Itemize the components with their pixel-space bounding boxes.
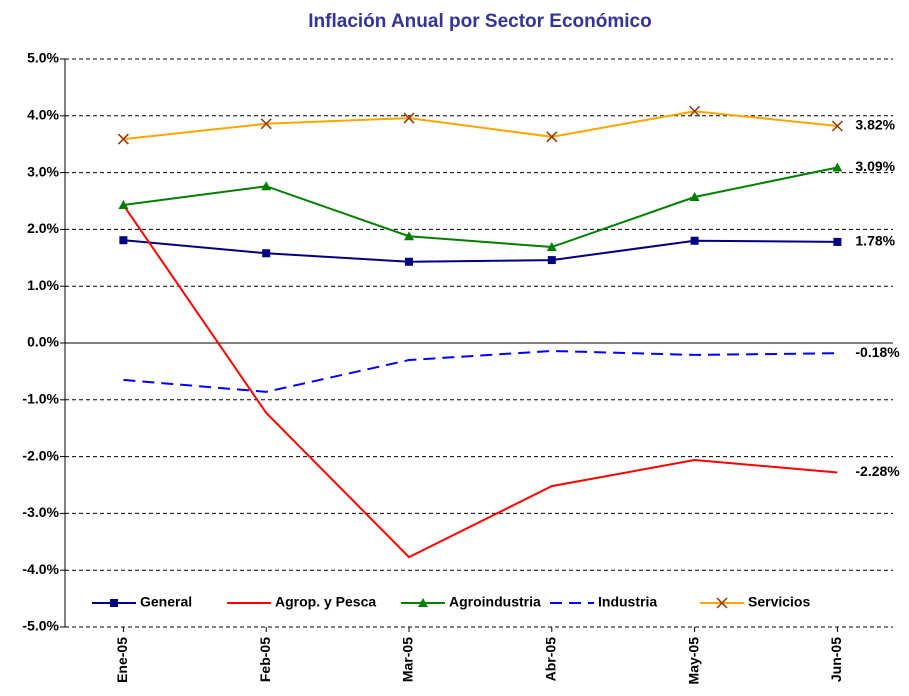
line (123, 110, 838, 141)
data-label: -0.18% (855, 344, 900, 360)
marker (547, 256, 556, 265)
marker (690, 236, 699, 245)
x-tick-label: Feb-05 (257, 637, 273, 682)
series: -0.18% (123, 344, 900, 393)
marker (546, 242, 557, 252)
y-tick-label: 1.0% (27, 277, 59, 293)
marker (117, 133, 129, 145)
x-tick-label: May-05 (685, 637, 701, 685)
marker (403, 112, 415, 124)
series: 3.82% (117, 105, 896, 145)
y-tick-label: -4.0% (22, 561, 59, 577)
y-tick-label: 4.0% (27, 107, 59, 123)
chart-title: Inflación Anual por Sector Económico (308, 11, 651, 32)
marker (831, 120, 843, 132)
legend-label: Agrop. y Pesca (275, 594, 376, 610)
line (122, 204, 838, 559)
series: 3.09% (118, 158, 896, 252)
marker (716, 597, 728, 609)
y-tick-label: -5.0% (22, 618, 59, 634)
marker (262, 249, 271, 258)
y-tick-label: -2.0% (22, 447, 59, 463)
marker (404, 231, 414, 241)
series: -2.28% (122, 204, 900, 559)
x-tick-label: Abr-05 (543, 637, 559, 682)
data-label: 3.09% (855, 158, 895, 174)
marker (833, 237, 842, 246)
data-label: 3.82% (855, 117, 895, 133)
line (123, 349, 838, 393)
y-tick-label: 3.0% (27, 163, 59, 179)
marker (689, 192, 700, 202)
marker (118, 199, 129, 209)
y-tick-label: 5.0% (27, 50, 59, 66)
marker (405, 257, 413, 266)
data-label: -2.28% (855, 463, 900, 479)
y-tick-label: 0.0% (27, 334, 59, 350)
marker (418, 598, 428, 607)
x-tick-label: Jun-05 (828, 637, 844, 682)
marker (110, 599, 118, 607)
line (123, 166, 838, 249)
marker (119, 236, 128, 245)
data-label: 1.78% (855, 233, 895, 249)
series: 1.78% (119, 233, 896, 266)
legend-label: Agroindustria (449, 594, 541, 610)
line (123, 239, 838, 263)
marker (546, 131, 558, 143)
legend-label: Servicios (748, 594, 810, 610)
legend-label: General (140, 594, 192, 610)
marker (261, 181, 272, 191)
marker (260, 118, 272, 130)
y-tick-label: -1.0% (22, 391, 59, 407)
y-tick-label: 2.0% (27, 220, 59, 236)
marker (832, 162, 843, 172)
legend-label: Industria (598, 594, 657, 610)
marker (689, 105, 701, 117)
x-tick-label: Mar-05 (400, 637, 416, 682)
x-tick-label: Ene-05 (114, 637, 130, 683)
y-tick-label: -3.0% (22, 504, 59, 520)
